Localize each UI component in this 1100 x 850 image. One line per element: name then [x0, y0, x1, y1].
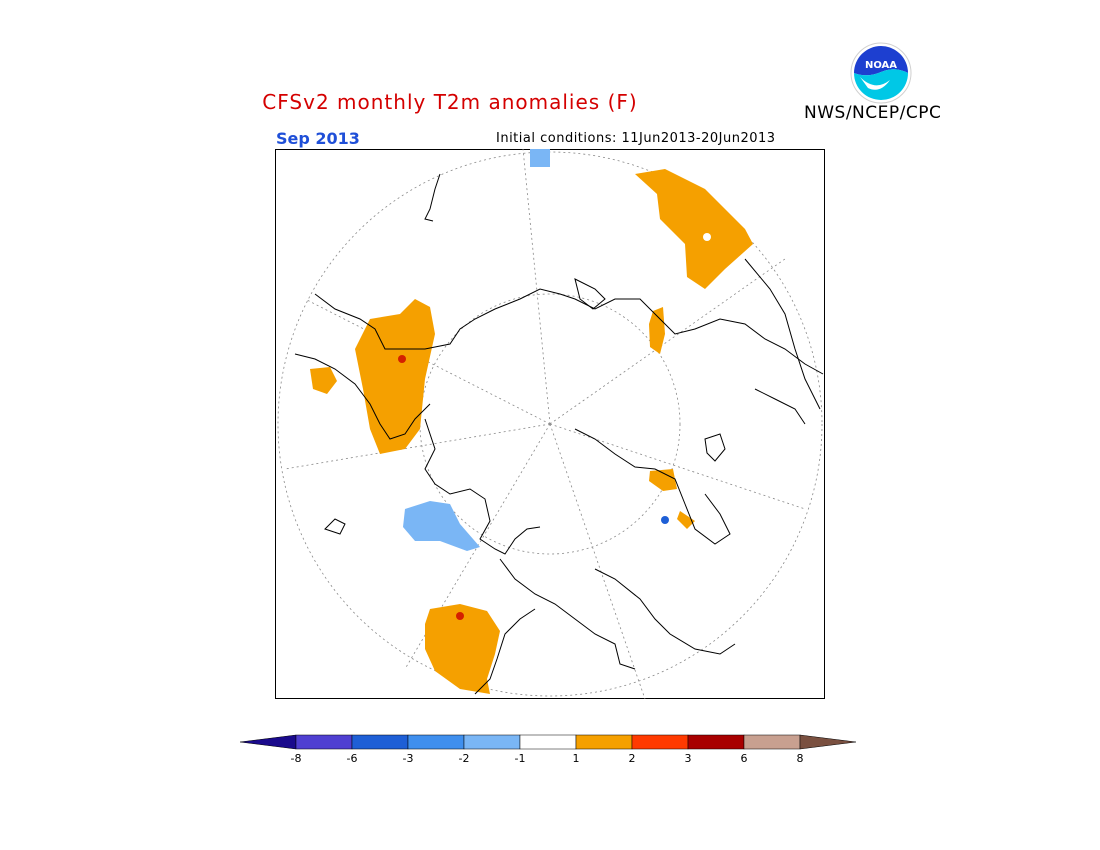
anomaly-gap-mongolia — [703, 233, 711, 241]
colorbar-tick-label: 1 — [573, 752, 580, 765]
anomaly-region-canada — [403, 501, 480, 551]
colorbar-swatch — [351, 734, 409, 750]
anomaly-region-russia — [355, 299, 435, 454]
colorbar-swatch — [407, 734, 465, 750]
colorbar-tick-label: -3 — [403, 752, 414, 765]
colorbar-tick-label: -6 — [347, 752, 358, 765]
colorbar-swatch — [463, 734, 521, 750]
colorbar-swatch — [519, 734, 577, 750]
colorbar-swatch — [687, 734, 745, 750]
credit-label: NWS/NCEP/CPC — [804, 103, 942, 123]
anomaly-region-korea — [649, 307, 665, 354]
anomaly-hotspot-conus — [456, 612, 464, 620]
anomaly-region-kazakhstan — [310, 367, 337, 394]
anomaly-region-conus — [425, 604, 500, 694]
anomaly-shading — [310, 149, 753, 694]
colorbar-tick-label: -1 — [515, 752, 526, 765]
colorbar-swatch — [295, 734, 353, 750]
anomaly-region-greenland — [649, 469, 677, 491]
colorbar-swatch — [799, 734, 857, 750]
colorbar-tick-label: 3 — [685, 752, 692, 765]
map-title: CFSv2 monthly T2m anomalies (F) — [262, 90, 638, 114]
colorbar-tick-label: -8 — [291, 752, 302, 765]
anomaly-region-mongolia — [635, 169, 753, 289]
anomaly-region-greenland-south — [677, 511, 695, 529]
initial-conditions-label: Initial conditions: 11Jun2013-20Jun2013 — [496, 131, 776, 146]
colorbar: -8 -6 -3 -2 -1 1 2 3 6 8 — [240, 734, 857, 765]
coastlines — [294, 173, 824, 695]
noaa-logo: NOAA — [850, 42, 912, 104]
anomaly-hotspot-russia — [398, 355, 406, 363]
colorbar-tick-label: 2 — [629, 752, 636, 765]
polar-map — [275, 149, 825, 699]
colorbar-swatch — [743, 734, 801, 750]
colorbar-swatch — [575, 734, 633, 750]
colorbar-swatch — [631, 734, 689, 750]
colorbar-tick-label: -2 — [459, 752, 470, 765]
colorbar-swatch — [240, 734, 297, 750]
colorbar-tick-label: 6 — [741, 752, 748, 765]
logo-text: NOAA — [865, 60, 897, 71]
anomaly-cold-dot — [661, 516, 669, 524]
valid-month-label: Sep 2013 — [276, 129, 360, 148]
colorbar-tick-label: 8 — [797, 752, 804, 765]
anomaly-cold-strip — [530, 149, 550, 167]
